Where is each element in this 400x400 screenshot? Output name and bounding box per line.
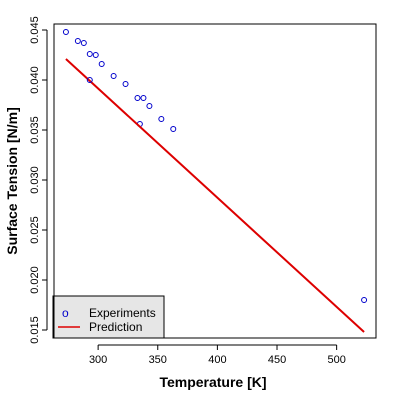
experiment-point	[80, 40, 87, 46]
x-axis-title: Temperature [K]	[159, 374, 266, 390]
y-axis-title: Surface Tension [N/m]	[4, 107, 20, 255]
y-tick-label: 0.015	[29, 316, 41, 344]
experiment-point	[98, 61, 105, 67]
experiment-point	[110, 73, 117, 79]
y-axis: 0.015 0.020 0.025 0.030 0.035 0.040 0.045	[29, 16, 48, 344]
y-tick-label: 0.025	[29, 216, 41, 244]
legend-label-prediction: Prediction	[89, 320, 142, 334]
experiment-point	[86, 77, 93, 83]
y-tick-label: 0.035	[29, 116, 41, 144]
x-tick-label: 350	[149, 354, 167, 366]
plot-frame	[53, 23, 377, 339]
legend-box	[52, 295, 165, 339]
y-tick-label: 0.045	[29, 16, 41, 44]
experiment-point	[62, 29, 69, 35]
experiment-point	[170, 126, 177, 132]
y-tick-label: 0.020	[29, 266, 41, 294]
x-tick-label: 450	[268, 354, 286, 366]
x-tick-label: 500	[327, 354, 345, 366]
legend-marker-experiments: o	[62, 306, 69, 320]
y-tick-label: 0.040	[29, 66, 41, 94]
experiment-point	[146, 103, 153, 109]
x-tick-label: 400	[208, 354, 226, 366]
experiment-point	[361, 297, 368, 303]
x-tick-label: 300	[89, 354, 107, 366]
experiment-point	[74, 38, 81, 44]
y-tick-label: 0.030	[29, 166, 41, 194]
plot-area	[62, 29, 368, 333]
prediction-line	[65, 58, 365, 333]
experiment-point	[86, 51, 93, 57]
experiment-point	[158, 116, 165, 122]
legend: o Experiments Prediction	[52, 295, 165, 339]
experiment-point	[92, 52, 99, 58]
experiment-point	[140, 95, 147, 101]
x-axis: 300 350 400 450 500	[89, 344, 346, 366]
legend-label-experiments: Experiments	[89, 306, 156, 320]
experiment-point	[122, 81, 129, 87]
experiment-point	[134, 95, 141, 101]
